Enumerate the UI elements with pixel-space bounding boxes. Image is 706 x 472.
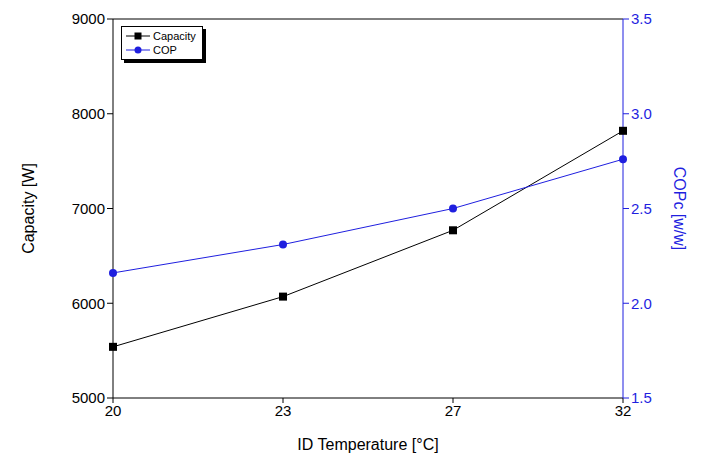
svg-text:2.5: 2.5 — [631, 200, 652, 217]
svg-text:23: 23 — [275, 402, 292, 419]
svg-text:Capacity [W]: Capacity [W] — [20, 163, 37, 254]
svg-text:32: 32 — [615, 402, 632, 419]
svg-text:5000: 5000 — [72, 389, 105, 406]
svg-text:COPc [w/w]: COPc [w/w] — [671, 167, 688, 251]
svg-text:9000: 9000 — [72, 10, 105, 27]
svg-text:ID Temperature [°C]: ID Temperature [°C] — [297, 436, 438, 453]
svg-text:7000: 7000 — [72, 200, 105, 217]
svg-text:3.0: 3.0 — [631, 105, 652, 122]
svg-text:20: 20 — [105, 402, 122, 419]
svg-text:1.5: 1.5 — [631, 389, 652, 406]
html-text:Capacity: Capacity — [153, 30, 196, 42]
svg-text:6000: 6000 — [72, 295, 105, 312]
svg-text:8000: 8000 — [72, 105, 105, 122]
svg-text:2.0: 2.0 — [631, 295, 652, 312]
svg-text:27: 27 — [445, 402, 462, 419]
html-text:COP: COP — [153, 44, 177, 56]
svg-text:3.5: 3.5 — [631, 10, 652, 27]
